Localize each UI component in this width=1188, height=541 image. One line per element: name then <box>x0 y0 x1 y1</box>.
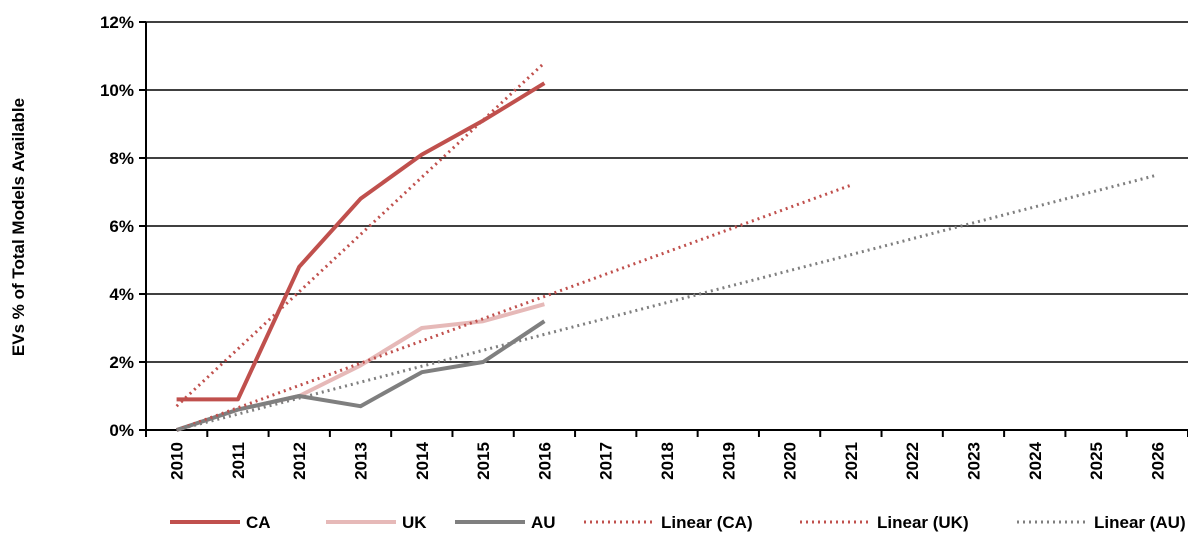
series-lines <box>175 61 1158 432</box>
legend-item: Linear (AU) <box>1017 513 1186 532</box>
legend-item: Linear (UK) <box>800 513 969 532</box>
y-axis-title: EVs % of Total Models Available <box>9 98 28 356</box>
series-line-linear-au <box>176 173 1158 432</box>
x-tick-labels: 2010 2011 2012 2013 2014 2015 2016 2017 2018 2019… <box>168 441 1168 479</box>
legend-item: AU <box>455 513 556 532</box>
y-tick-labels: 0% 2% 4% 6% 8% 10% 12% <box>100 13 134 440</box>
x-tick-label: 2013 <box>352 442 371 480</box>
x-tick-label: 2026 <box>1148 442 1167 480</box>
x-tick-label: 2023 <box>964 442 983 480</box>
series-line-linear-ca <box>175 61 546 408</box>
legend: CA UK AU Linear (CA) Linear (UK) Linear (AU) <box>170 513 1186 532</box>
legend-label: UK <box>402 513 427 532</box>
legend-label: Linear (CA) <box>661 513 753 532</box>
series-line-au <box>175 319 546 432</box>
y-tick-label: 2% <box>109 353 134 372</box>
x-tick-label: 2025 <box>1087 442 1106 480</box>
x-tick-label: 2017 <box>597 442 616 480</box>
x-tick-label: 2024 <box>1026 441 1045 479</box>
y-tick-label: 12% <box>100 13 134 32</box>
axes <box>139 21 1188 437</box>
legend-item: UK <box>326 513 427 532</box>
x-tick-label: 2019 <box>719 442 738 480</box>
x-tick-label: 2021 <box>842 442 861 480</box>
series-line-ca <box>176 81 546 402</box>
gridlines <box>146 21 1188 363</box>
series-line-linear-uk <box>176 183 852 432</box>
x-tick-label: 2012 <box>290 442 309 480</box>
y-tick-label: 6% <box>109 217 134 236</box>
x-tick-label: 2022 <box>903 442 922 480</box>
x-tick-label: 2014 <box>413 441 432 479</box>
y-tick-label: 4% <box>109 285 134 304</box>
x-tick-label: 2011 <box>229 442 248 479</box>
y-tick-label: 0% <box>109 421 134 440</box>
x-tick-label: 2020 <box>781 442 800 480</box>
legend-label: AU <box>531 513 556 532</box>
y-tick-label: 8% <box>109 149 134 168</box>
x-tick-label: 2016 <box>535 442 554 480</box>
x-tick-label: 2010 <box>168 442 187 480</box>
legend-label: Linear (UK) <box>877 513 969 532</box>
legend-item: Linear (CA) <box>584 513 753 532</box>
x-tick-label: 2018 <box>658 442 677 480</box>
legend-item: CA <box>170 513 271 532</box>
y-tick-label: 10% <box>100 81 134 100</box>
legend-label: CA <box>246 513 271 532</box>
x-tick-label: 2015 <box>474 442 493 480</box>
legend-label: Linear (AU) <box>1094 513 1186 532</box>
